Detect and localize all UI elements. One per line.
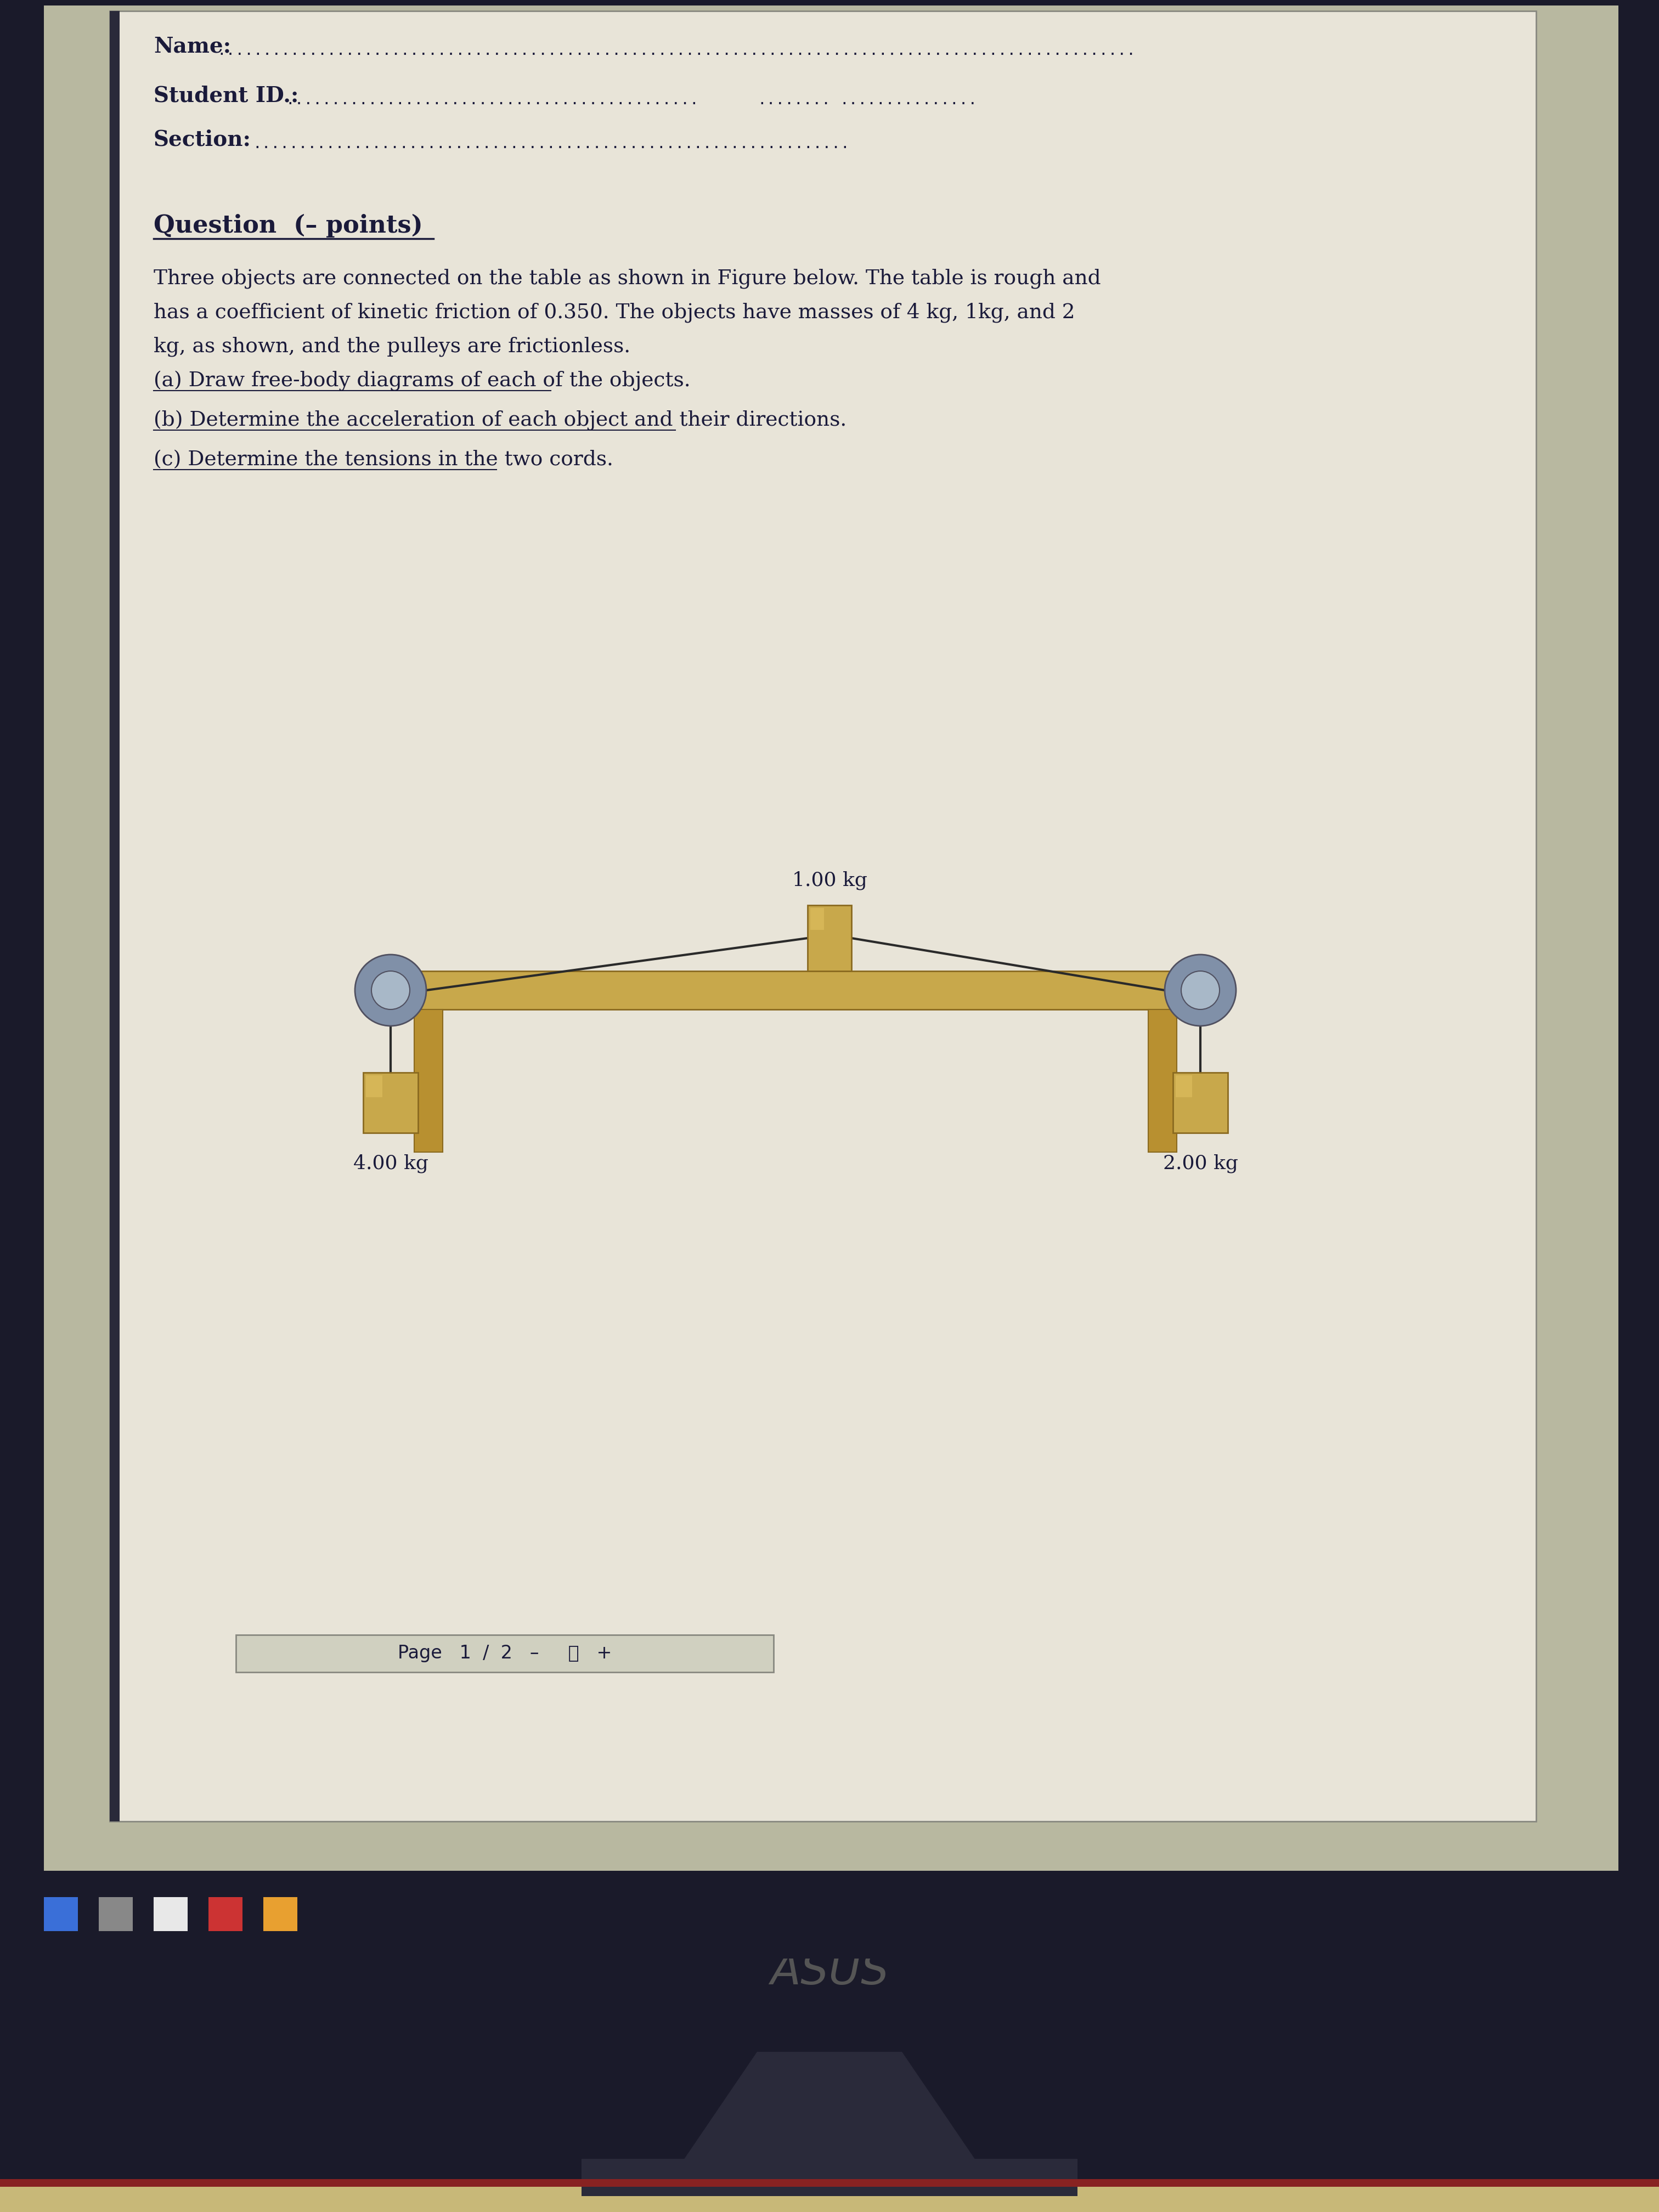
Text: .............................................: ........................................… bbox=[285, 93, 698, 108]
Polygon shape bbox=[682, 2053, 977, 2161]
Bar bbox=[43, 4, 1619, 1871]
Text: Name:: Name: bbox=[154, 35, 231, 58]
Circle shape bbox=[372, 971, 410, 1009]
Bar bbox=[1148, 1009, 1176, 1152]
Bar bbox=[0, 1882, 1659, 1958]
Bar bbox=[109, 11, 1536, 1820]
Bar bbox=[264, 1898, 297, 1931]
Text: ...............: ............... bbox=[839, 93, 977, 108]
Bar bbox=[415, 1009, 443, 1152]
Bar bbox=[1176, 1075, 1193, 1097]
Text: ASUS: ASUS bbox=[770, 1951, 889, 1993]
Bar bbox=[43, 1898, 78, 1931]
Bar bbox=[154, 1898, 187, 1931]
Bar bbox=[209, 1898, 242, 1931]
Text: Section:: Section: bbox=[154, 128, 251, 150]
Text: .................................................................: ........................................… bbox=[252, 137, 849, 150]
Bar bbox=[808, 905, 851, 971]
Bar bbox=[582, 2159, 1077, 2197]
Text: Page   1  /  2   –     🔍   +: Page 1 / 2 – 🔍 + bbox=[398, 1644, 612, 1663]
Text: (b) Determine the acceleration of each object and their directions.: (b) Determine the acceleration of each o… bbox=[154, 411, 846, 431]
Text: (a) Draw free-body diagrams of each of the objects.: (a) Draw free-body diagrams of each of t… bbox=[154, 372, 690, 392]
Text: (c) Determine the tensions in the two cords.: (c) Determine the tensions in the two co… bbox=[154, 449, 614, 469]
Circle shape bbox=[1165, 956, 1236, 1026]
Bar bbox=[0, 2183, 1659, 2212]
Bar bbox=[109, 11, 119, 1820]
Text: Question  (– points): Question (– points) bbox=[154, 215, 423, 237]
Text: ................................................................................: ........................................… bbox=[217, 42, 1136, 58]
Text: Three objects are connected on the table as shown in Figure below. The table is : Three objects are connected on the table… bbox=[154, 270, 1102, 290]
Text: kg, as shown, and the pulleys are frictionless.: kg, as shown, and the pulleys are fricti… bbox=[154, 336, 630, 356]
Circle shape bbox=[1181, 971, 1219, 1009]
Bar bbox=[383, 971, 1208, 1009]
Bar bbox=[0, 2179, 1659, 2188]
Text: ........: ........ bbox=[757, 93, 831, 108]
Bar bbox=[236, 1635, 773, 1672]
Text: 2.00 kg: 2.00 kg bbox=[1163, 1155, 1238, 1172]
Text: 4.00 kg: 4.00 kg bbox=[353, 1155, 428, 1172]
Bar bbox=[367, 1075, 382, 1097]
Circle shape bbox=[355, 956, 426, 1026]
Text: 1.00 kg: 1.00 kg bbox=[791, 872, 868, 889]
Bar bbox=[363, 1073, 418, 1133]
Text: Student ID.:: Student ID.: bbox=[154, 84, 299, 106]
Bar bbox=[810, 907, 825, 929]
Bar bbox=[100, 1898, 133, 1931]
Bar bbox=[1173, 1073, 1228, 1133]
Text: has a coefficient of kinetic friction of 0.350. The objects have masses of 4 kg,: has a coefficient of kinetic friction of… bbox=[154, 303, 1075, 323]
